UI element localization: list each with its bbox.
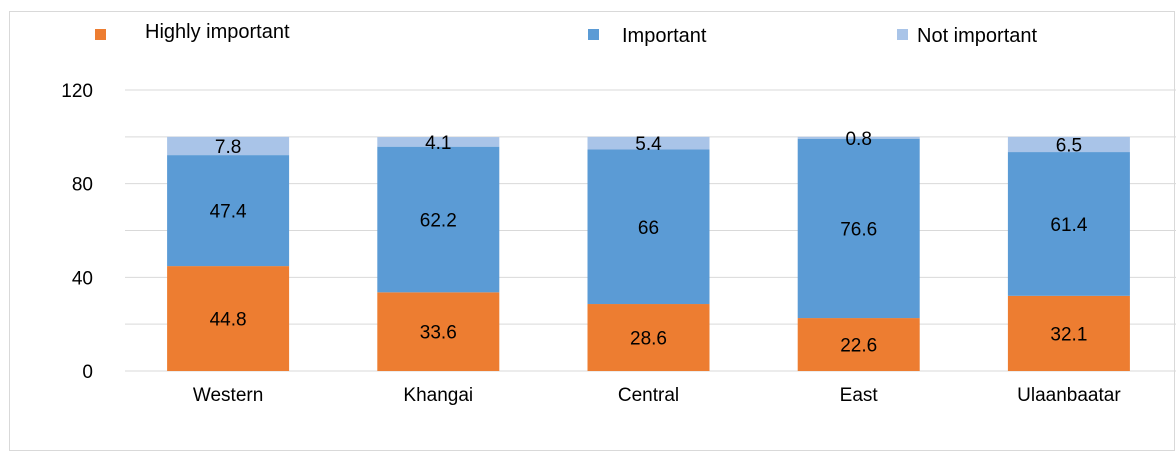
bar-not-important-western [167, 136, 290, 156]
category-label-western: Western [193, 385, 263, 406]
y-tick-label: 40 [72, 268, 93, 289]
data-label-important-east: 76.6 [840, 219, 877, 240]
y-axis-ticks: 0 40 80 120 [61, 81, 93, 383]
bar-important-central [587, 149, 710, 305]
bar-highly-important-east [797, 318, 920, 371]
y-tick-label: 0 [82, 362, 93, 383]
legend-label-highly-important: Highly important [145, 21, 290, 43]
data-label-not-important-khangai: 4.1 [425, 133, 451, 154]
bar-important-east [797, 138, 920, 319]
legend-label-important: Important [622, 25, 707, 47]
category-label-khangai: Khangai [403, 385, 473, 406]
data-label-important-ulaanbaatar: 61.4 [1050, 215, 1087, 236]
bar-highly-important-central [587, 304, 710, 371]
bar-not-important-east [797, 136, 920, 139]
data-label-not-important-ulaanbaatar: 6.5 [1056, 135, 1082, 156]
data-label-highly-important-ulaanbaatar: 32.1 [1050, 324, 1087, 345]
bar-important-western [167, 155, 290, 267]
data-label-important-western: 47.4 [210, 202, 247, 223]
data-label-important-central: 66 [638, 218, 659, 239]
x-axis-categories: Western Khangai Central East Ulaanbaatar [193, 385, 1121, 406]
data-label-highly-important-east: 22.6 [840, 336, 877, 357]
bar-important-ulaanbaatar [1007, 152, 1130, 296]
data-label-not-important-central: 5.4 [635, 134, 662, 155]
y-tick-label: 120 [61, 81, 93, 102]
data-label-not-important-western: 7.8 [215, 137, 241, 158]
data-label-highly-important-central: 28.6 [630, 329, 667, 350]
bar-not-important-khangai [377, 137, 500, 147]
bar-important-khangai [377, 146, 500, 293]
legend-swatch-highly-important [95, 29, 106, 40]
data-label-highly-important-western: 44.8 [210, 310, 247, 331]
y-tick-label: 80 [72, 175, 93, 196]
category-label-central: Central [618, 385, 679, 406]
category-label-ulaanbaatar: Ulaanbaatar [1017, 385, 1121, 406]
legend-label-not-important: Not important [917, 25, 1037, 47]
bar-highly-important-western [167, 266, 290, 371]
bar-not-important-ulaanbaatar [1007, 136, 1130, 153]
data-labels: 44.8 47.4 7.8 33.6 62.2 4.1 28.6 66 5.4 22.6 76.6 0… [210, 129, 1088, 357]
bar-not-important-central [587, 136, 710, 150]
bar-highly-important-khangai [377, 292, 500, 371]
legend-swatch-important [588, 29, 599, 40]
data-label-highly-important-khangai: 33.6 [420, 323, 457, 344]
data-label-important-khangai: 62.2 [420, 210, 457, 231]
data-label-not-important-east: 0.8 [845, 129, 871, 150]
bar-highly-important-ulaanbaatar [1007, 295, 1130, 371]
bars [167, 136, 1130, 371]
category-label-east: East [840, 385, 879, 406]
legend: Highly important Important Not important [95, 21, 1037, 47]
legend-swatch-not-important [897, 29, 908, 40]
